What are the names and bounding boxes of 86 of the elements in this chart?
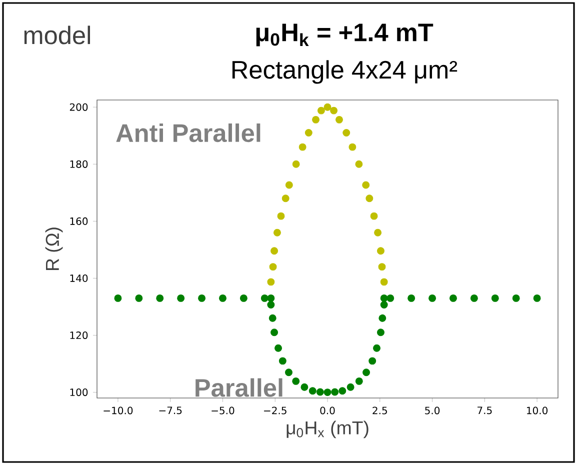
point	[274, 344, 282, 352]
point	[312, 116, 320, 124]
point	[260, 294, 268, 302]
point	[449, 294, 457, 302]
point	[330, 106, 338, 114]
point	[198, 294, 206, 302]
point	[346, 383, 354, 391]
point	[285, 181, 293, 189]
point	[317, 106, 325, 114]
y-tick-label: 120	[70, 331, 88, 340]
y-tick-label: 100	[70, 388, 88, 396]
point	[156, 294, 164, 302]
x-tick-label: −10.0	[104, 406, 133, 414]
point	[362, 181, 370, 189]
point	[267, 278, 275, 286]
point	[362, 368, 370, 376]
x-tick-label: −2.5	[264, 406, 286, 414]
point	[218, 294, 226, 302]
point	[308, 387, 316, 395]
point	[533, 294, 541, 302]
point	[408, 294, 416, 302]
point	[380, 301, 388, 308]
point	[342, 129, 350, 137]
x-tick-label: 2.5	[372, 406, 387, 414]
x-tick-label: −7.5	[159, 406, 182, 414]
point	[373, 344, 380, 352]
annotation: Anti Parallel	[116, 123, 260, 142]
point	[267, 301, 275, 308]
x-axis-title: μ$_{0}$H$_{x}$ (mT)	[286, 420, 368, 438]
point	[355, 377, 363, 385]
point	[324, 103, 332, 111]
point	[282, 194, 290, 202]
x-tick-label: −5.0	[212, 406, 234, 414]
point	[270, 328, 278, 336]
point	[292, 160, 300, 168]
point	[428, 294, 436, 302]
point	[267, 294, 275, 302]
y-axis-title: R (Ω)	[45, 228, 63, 270]
point	[380, 278, 388, 286]
point	[324, 388, 332, 396]
point	[268, 314, 276, 322]
point	[273, 228, 281, 236]
y-tick-label: 160	[70, 217, 88, 225]
point	[298, 143, 306, 151]
point	[376, 247, 384, 255]
x-tick-label: 10.0	[527, 406, 548, 414]
point	[240, 294, 248, 302]
point	[177, 294, 185, 302]
point	[374, 228, 382, 236]
y-tick-label: 180	[70, 160, 88, 168]
point	[512, 294, 520, 302]
point	[300, 383, 308, 391]
y-tick-label: 140	[70, 274, 88, 282]
point	[378, 263, 386, 271]
point	[380, 294, 388, 302]
point	[292, 377, 300, 385]
x-tick-label: 0.0	[320, 406, 335, 414]
y-tick-label: 200	[70, 103, 88, 111]
point	[114, 294, 122, 302]
point	[355, 160, 363, 168]
point	[366, 194, 374, 202]
x-tick-label: 7.5	[478, 406, 492, 414]
point	[370, 212, 378, 220]
point	[135, 294, 143, 302]
point	[376, 328, 384, 336]
point	[270, 247, 278, 255]
point	[316, 388, 324, 396]
x-tick-label: 5.0	[425, 406, 440, 414]
point	[378, 314, 386, 322]
point	[338, 387, 346, 395]
chart-subtitle: Rectangle 4x24 μm²	[232, 60, 458, 84]
text: model	[24, 26, 90, 44]
point	[336, 116, 343, 124]
point	[386, 294, 394, 302]
annotation: Parallel	[196, 378, 282, 397]
point	[368, 357, 376, 365]
point	[304, 129, 312, 137]
point	[269, 263, 277, 271]
point	[285, 368, 292, 376]
point	[470, 294, 478, 302]
point	[331, 388, 339, 396]
point	[277, 212, 285, 220]
point	[348, 143, 356, 151]
point	[491, 294, 499, 302]
chart-title: μ$_{0}$H$_{k}$ = +1.4 mT	[256, 24, 434, 46]
point	[278, 357, 286, 365]
